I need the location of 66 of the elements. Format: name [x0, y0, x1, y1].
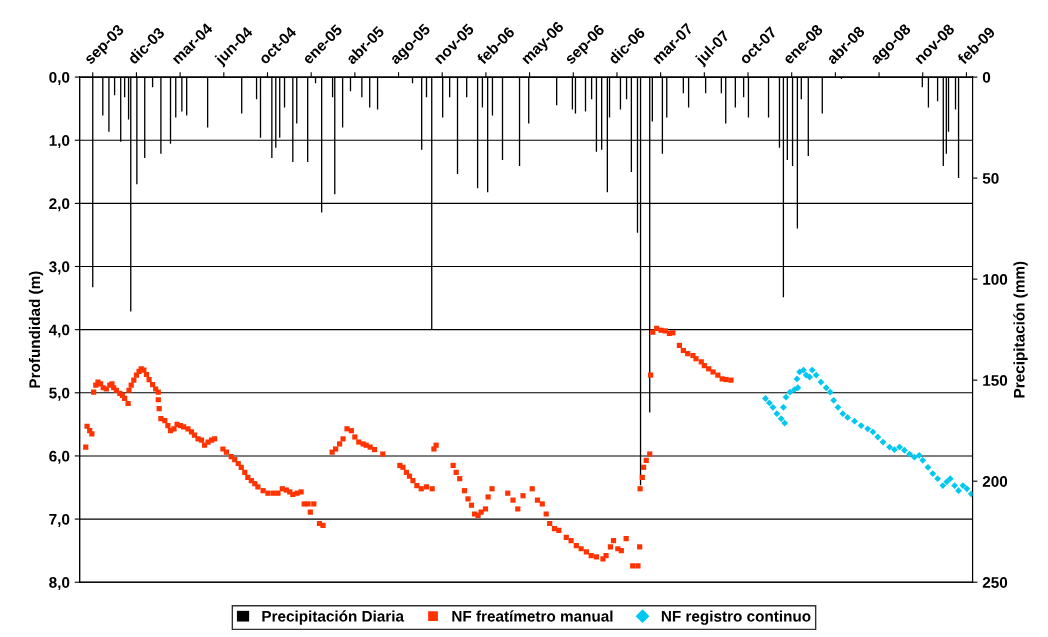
point	[915, 451, 923, 459]
point	[963, 485, 971, 493]
point	[773, 410, 781, 418]
point	[896, 443, 903, 451]
point	[834, 403, 842, 411]
point	[967, 490, 973, 498]
point	[826, 388, 834, 396]
point	[830, 396, 838, 404]
point	[817, 378, 825, 386]
point	[793, 375, 801, 383]
point	[943, 478, 951, 486]
point	[890, 446, 898, 454]
point	[851, 417, 858, 425]
y-tick-label: 7,0	[49, 513, 70, 527]
point	[844, 414, 852, 421]
y2-tick-label: 150	[983, 375, 1008, 386]
y-tick-label: 1,0	[49, 135, 70, 149]
y-tick-label: 8,0	[49, 577, 70, 591]
point	[874, 433, 882, 441]
point	[959, 482, 967, 490]
point	[777, 415, 785, 423]
point	[906, 450, 914, 458]
point	[951, 482, 959, 490]
point	[901, 446, 908, 454]
point	[955, 487, 962, 495]
point	[934, 475, 941, 483]
point	[857, 422, 865, 430]
y2-tick-label: 250	[982, 577, 1008, 588]
point	[812, 371, 820, 379]
legend-label: NF registro continuo	[661, 610, 811, 625]
point	[786, 388, 794, 396]
point	[839, 410, 847, 418]
point	[806, 373, 814, 381]
point	[766, 399, 773, 407]
y-axis-title: Profundidad (m)	[28, 271, 44, 388]
legend-label: Precipitación Diaria	[262, 610, 405, 625]
y2-tick-label: 200	[982, 476, 1008, 487]
y2-tick-label: 50	[982, 172, 999, 184]
point	[919, 456, 927, 464]
point	[779, 403, 787, 411]
point	[782, 393, 790, 401]
y-tick-label: 2,0	[49, 198, 70, 212]
point	[762, 395, 769, 402]
y2-tick-label: 0	[982, 71, 991, 83]
legend-label: NF freatímetro manual	[452, 610, 613, 622]
point	[781, 419, 789, 427]
y-tick-label: 3,0	[49, 261, 70, 275]
y-tick-label: 4,0	[48, 324, 70, 338]
point	[808, 366, 816, 374]
point	[924, 463, 932, 471]
y2-axis-title: Precipitación (mm)	[1013, 261, 1028, 398]
point	[822, 384, 830, 392]
point	[886, 443, 893, 451]
point	[864, 425, 872, 433]
point	[946, 475, 954, 483]
point	[879, 438, 887, 446]
point	[869, 428, 877, 436]
point	[794, 384, 802, 392]
point	[929, 470, 937, 478]
y2-tick-label: 100	[983, 274, 1008, 285]
point	[939, 482, 947, 490]
y-tick-label: 0,0	[49, 71, 70, 85]
y-tick-label: 6,0	[49, 450, 70, 464]
y-tick-label: 5,0	[49, 387, 70, 401]
point	[769, 403, 777, 411]
point	[911, 453, 918, 461]
